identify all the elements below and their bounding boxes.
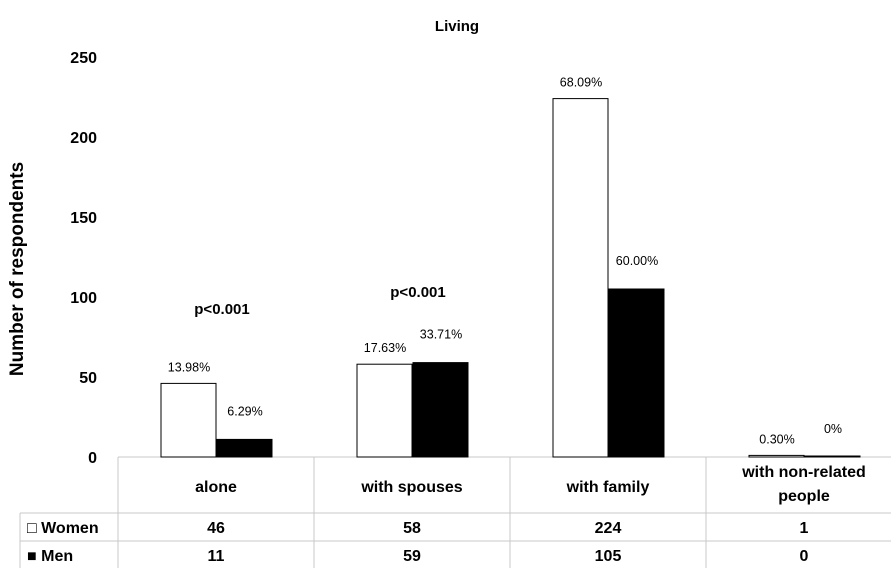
category-label: with non-related: [741, 464, 866, 481]
data-table: alone with spouses with family with non-rel…: [19, 456, 891, 568]
bar-women: [160, 382, 217, 458]
bar-men: [804, 455, 861, 458]
category-label: with family: [566, 479, 650, 496]
pct-label: 0.30%: [759, 432, 794, 446]
bars: [160, 98, 861, 458]
y-tick-label: 250: [70, 50, 97, 67]
pct-label: 6.29%: [227, 404, 262, 418]
bar-women: [552, 98, 609, 458]
pct-label: 17.63%: [364, 341, 406, 355]
chart-title: Living: [435, 18, 479, 35]
y-axis-ticks: 0 50 100 150 200 250: [70, 50, 97, 467]
table-cell-value: 59: [403, 548, 421, 565]
pct-label: 0%: [824, 422, 842, 436]
p-value-annotation: p<0.001: [194, 301, 249, 318]
y-tick-label: 0: [88, 450, 97, 467]
data-labels: 13.98% 6.29% 17.63% 33.71% 68.09% 60.00% 0.30%…: [168, 76, 842, 447]
bar-women: [748, 454, 805, 458]
category-label: with spouses: [360, 479, 462, 496]
category-label: alone: [195, 479, 237, 496]
table-cell-value: 11: [208, 548, 225, 565]
y-tick-label: 50: [79, 370, 97, 387]
y-axis-label: Number of respondents: [7, 162, 28, 376]
table-cell-value: 105: [595, 548, 622, 565]
pct-label: 68.09%: [560, 76, 602, 90]
table-cell-value: 224: [595, 520, 622, 537]
y-tick-label: 100: [70, 290, 97, 307]
legend-women: □ Women: [27, 520, 99, 537]
category-label: people: [778, 488, 830, 505]
pct-label: 60.00%: [616, 254, 658, 268]
bar-women: [356, 363, 413, 458]
y-tick-label: 150: [70, 210, 97, 227]
table-cell-value: 0: [800, 548, 809, 565]
table-cell-value: 46: [207, 520, 225, 537]
pct-label: 13.98%: [168, 360, 210, 374]
table-cell-value: 1: [800, 520, 809, 537]
y-tick-label: 200: [70, 130, 97, 147]
bar-men: [412, 362, 469, 458]
pct-label: 33.71%: [420, 328, 462, 342]
bar-men: [608, 288, 665, 458]
legend-men: ■ Men: [27, 548, 73, 565]
table-cell-value: 58: [403, 520, 421, 537]
bar-men: [216, 438, 273, 458]
p-value-annotation: p<0.001: [390, 284, 445, 301]
